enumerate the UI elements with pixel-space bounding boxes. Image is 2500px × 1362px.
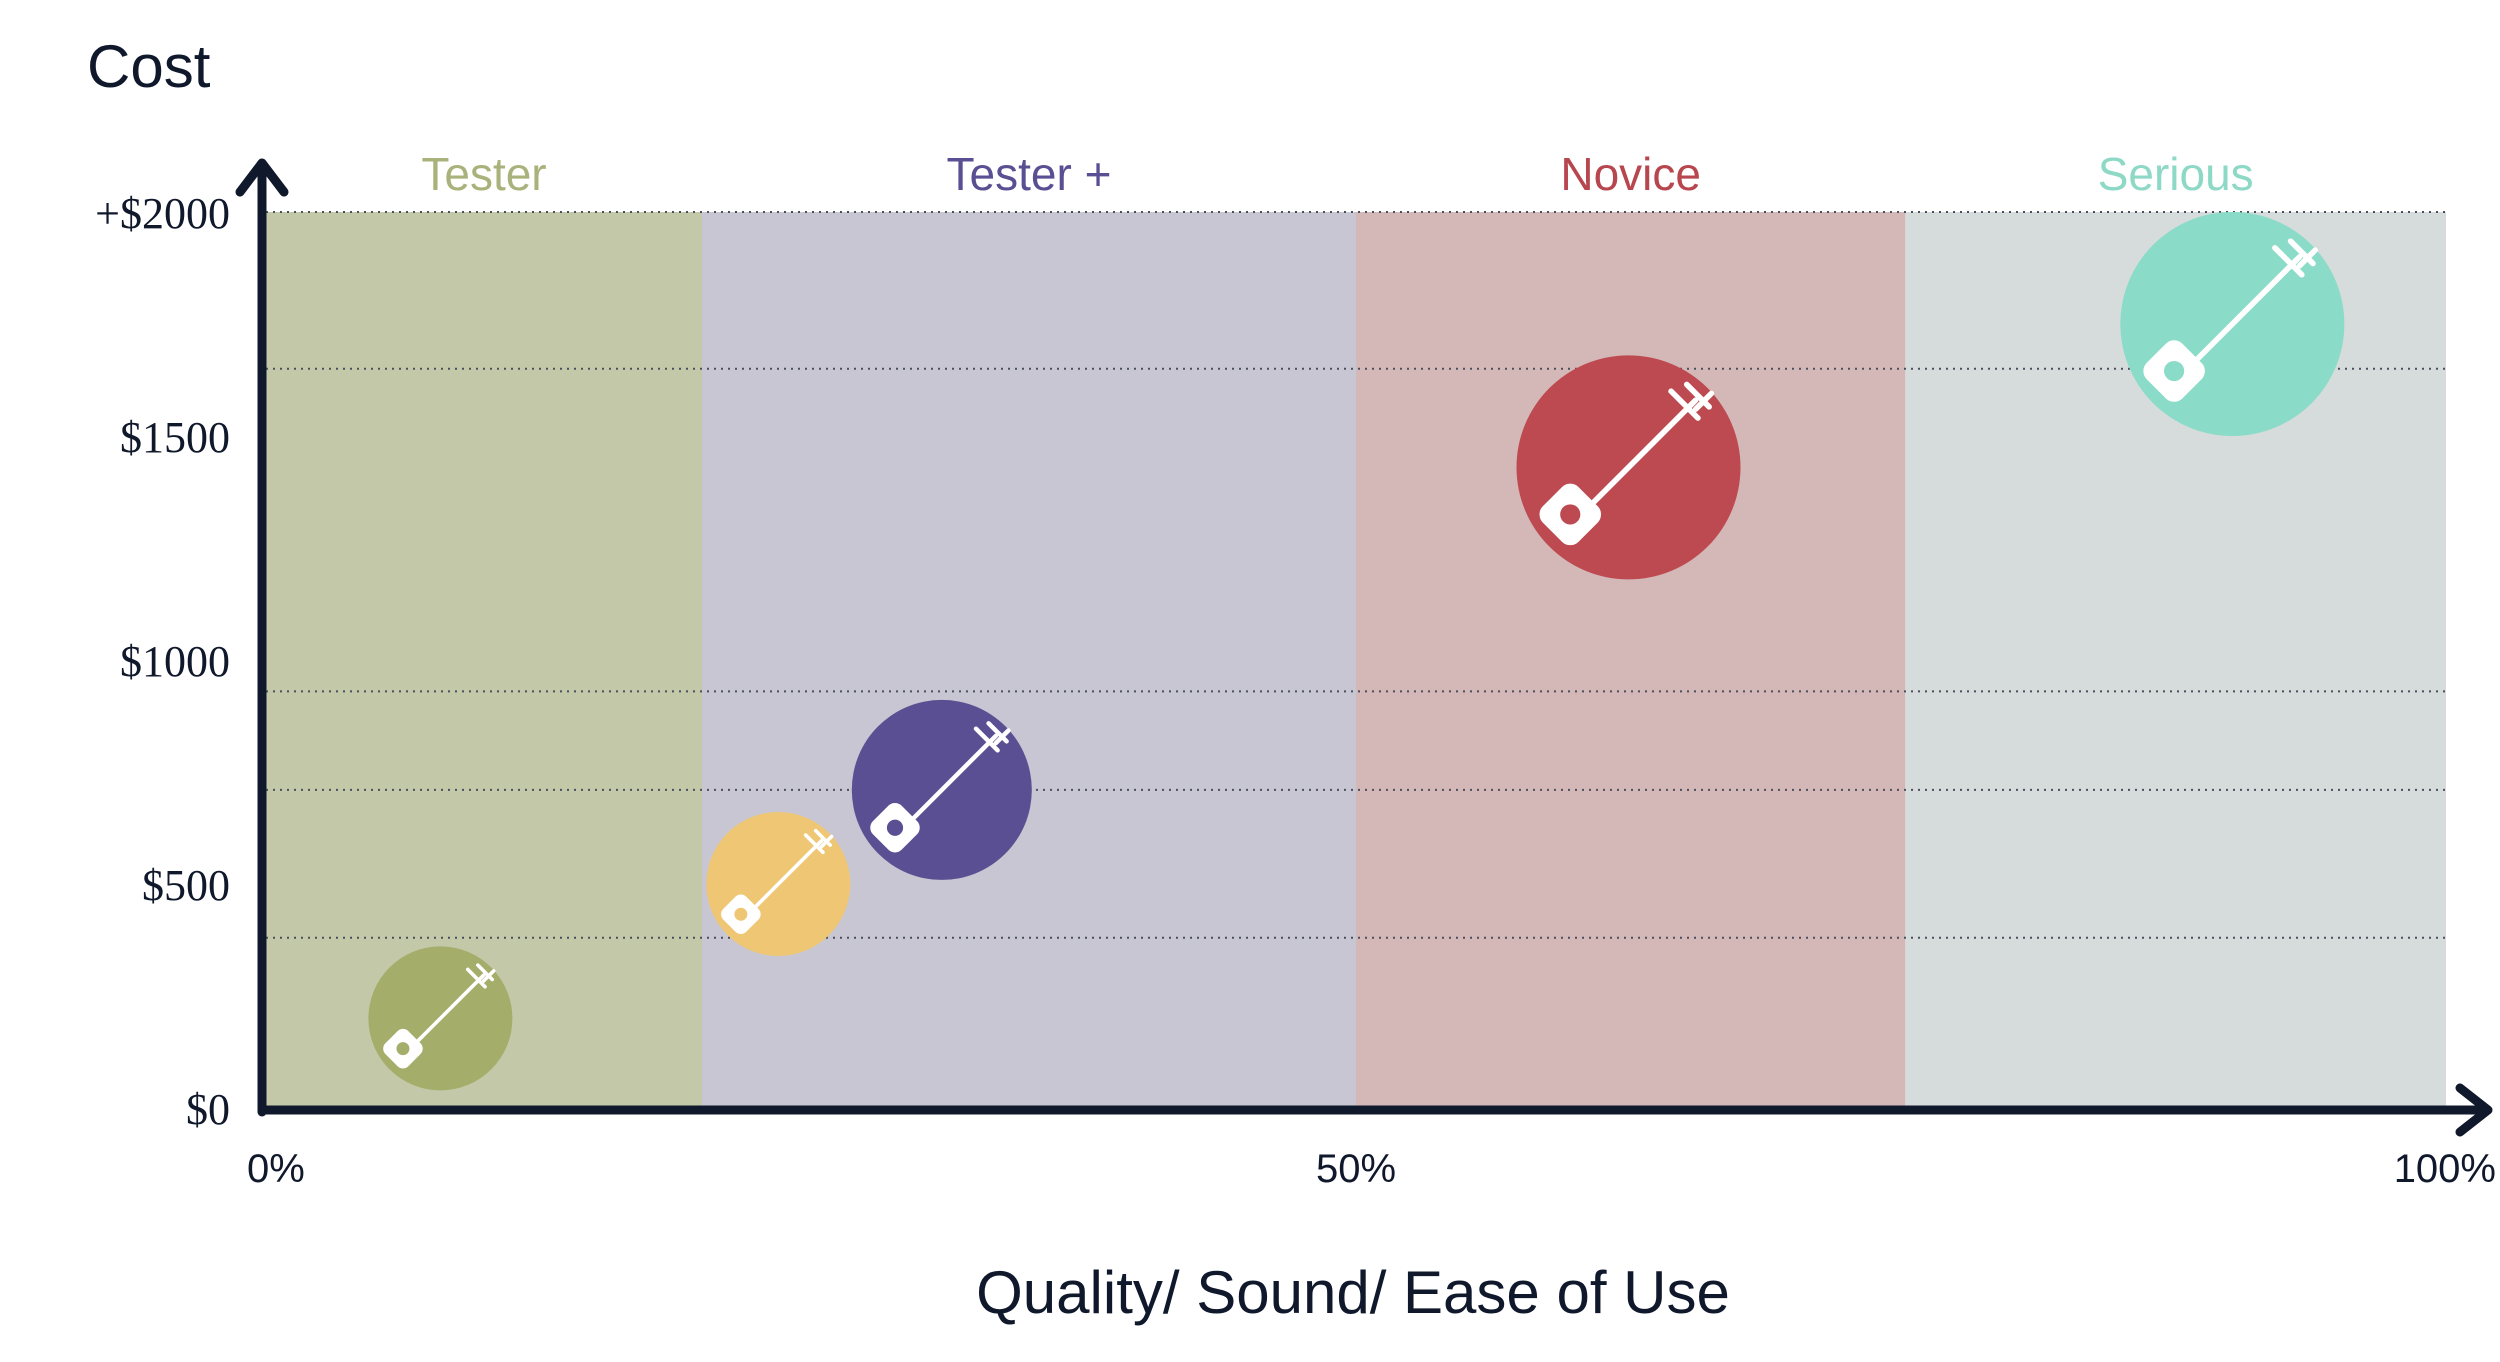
- band-layer: [266, 212, 2446, 1108]
- band-label: Novice: [1560, 148, 1701, 200]
- y-axis-label: Cost: [87, 33, 211, 100]
- data-point: [851, 699, 1032, 880]
- y-axis-arrow-icon: [235, 158, 289, 197]
- point-layer: [368, 212, 2345, 1091]
- shamisen-icon: [870, 721, 1011, 853]
- data-point: [1516, 355, 1741, 580]
- shamisen-icon: [721, 828, 834, 935]
- band-label: Tester: [421, 148, 546, 200]
- band-novice: [1356, 212, 1906, 1108]
- y-tick-label: $1500: [120, 413, 230, 462]
- y-tick-label: $0: [186, 1085, 230, 1134]
- y-tick-layer: $0 $500 $1000 $1500 +$2000: [95, 189, 230, 1134]
- x-tick-label: 0%: [247, 1147, 305, 1191]
- x-tick-label: 100%: [2394, 1147, 2496, 1191]
- data-point: [706, 812, 851, 956]
- x-axis-arrow-icon: [2455, 1083, 2493, 1137]
- shamisen-icon: [2143, 238, 2319, 402]
- x-axis-label: Quality/ Sound/ Ease of Use: [976, 1259, 1730, 1326]
- band-label: Serious: [2098, 148, 2254, 200]
- y-tick-label: $1000: [120, 637, 230, 686]
- band-tester: [266, 212, 702, 1108]
- band-tester: [702, 212, 1356, 1108]
- data-point: [2120, 212, 2345, 436]
- x-tick-label: 50%: [1316, 1147, 1396, 1191]
- band-label: Tester +: [947, 148, 1112, 200]
- data-point: [368, 946, 513, 1091]
- shamisen-icon: [383, 963, 496, 1069]
- shamisen-icon: [1539, 381, 1715, 546]
- x-tick-layer: 0% 50% 100%: [247, 1147, 2496, 1191]
- axes: [235, 158, 2493, 1137]
- band-label-layer: Tester Tester + Novice Serious: [421, 148, 2253, 200]
- y-tick-label: +$2000: [95, 189, 230, 238]
- y-tick-label: $500: [142, 861, 230, 910]
